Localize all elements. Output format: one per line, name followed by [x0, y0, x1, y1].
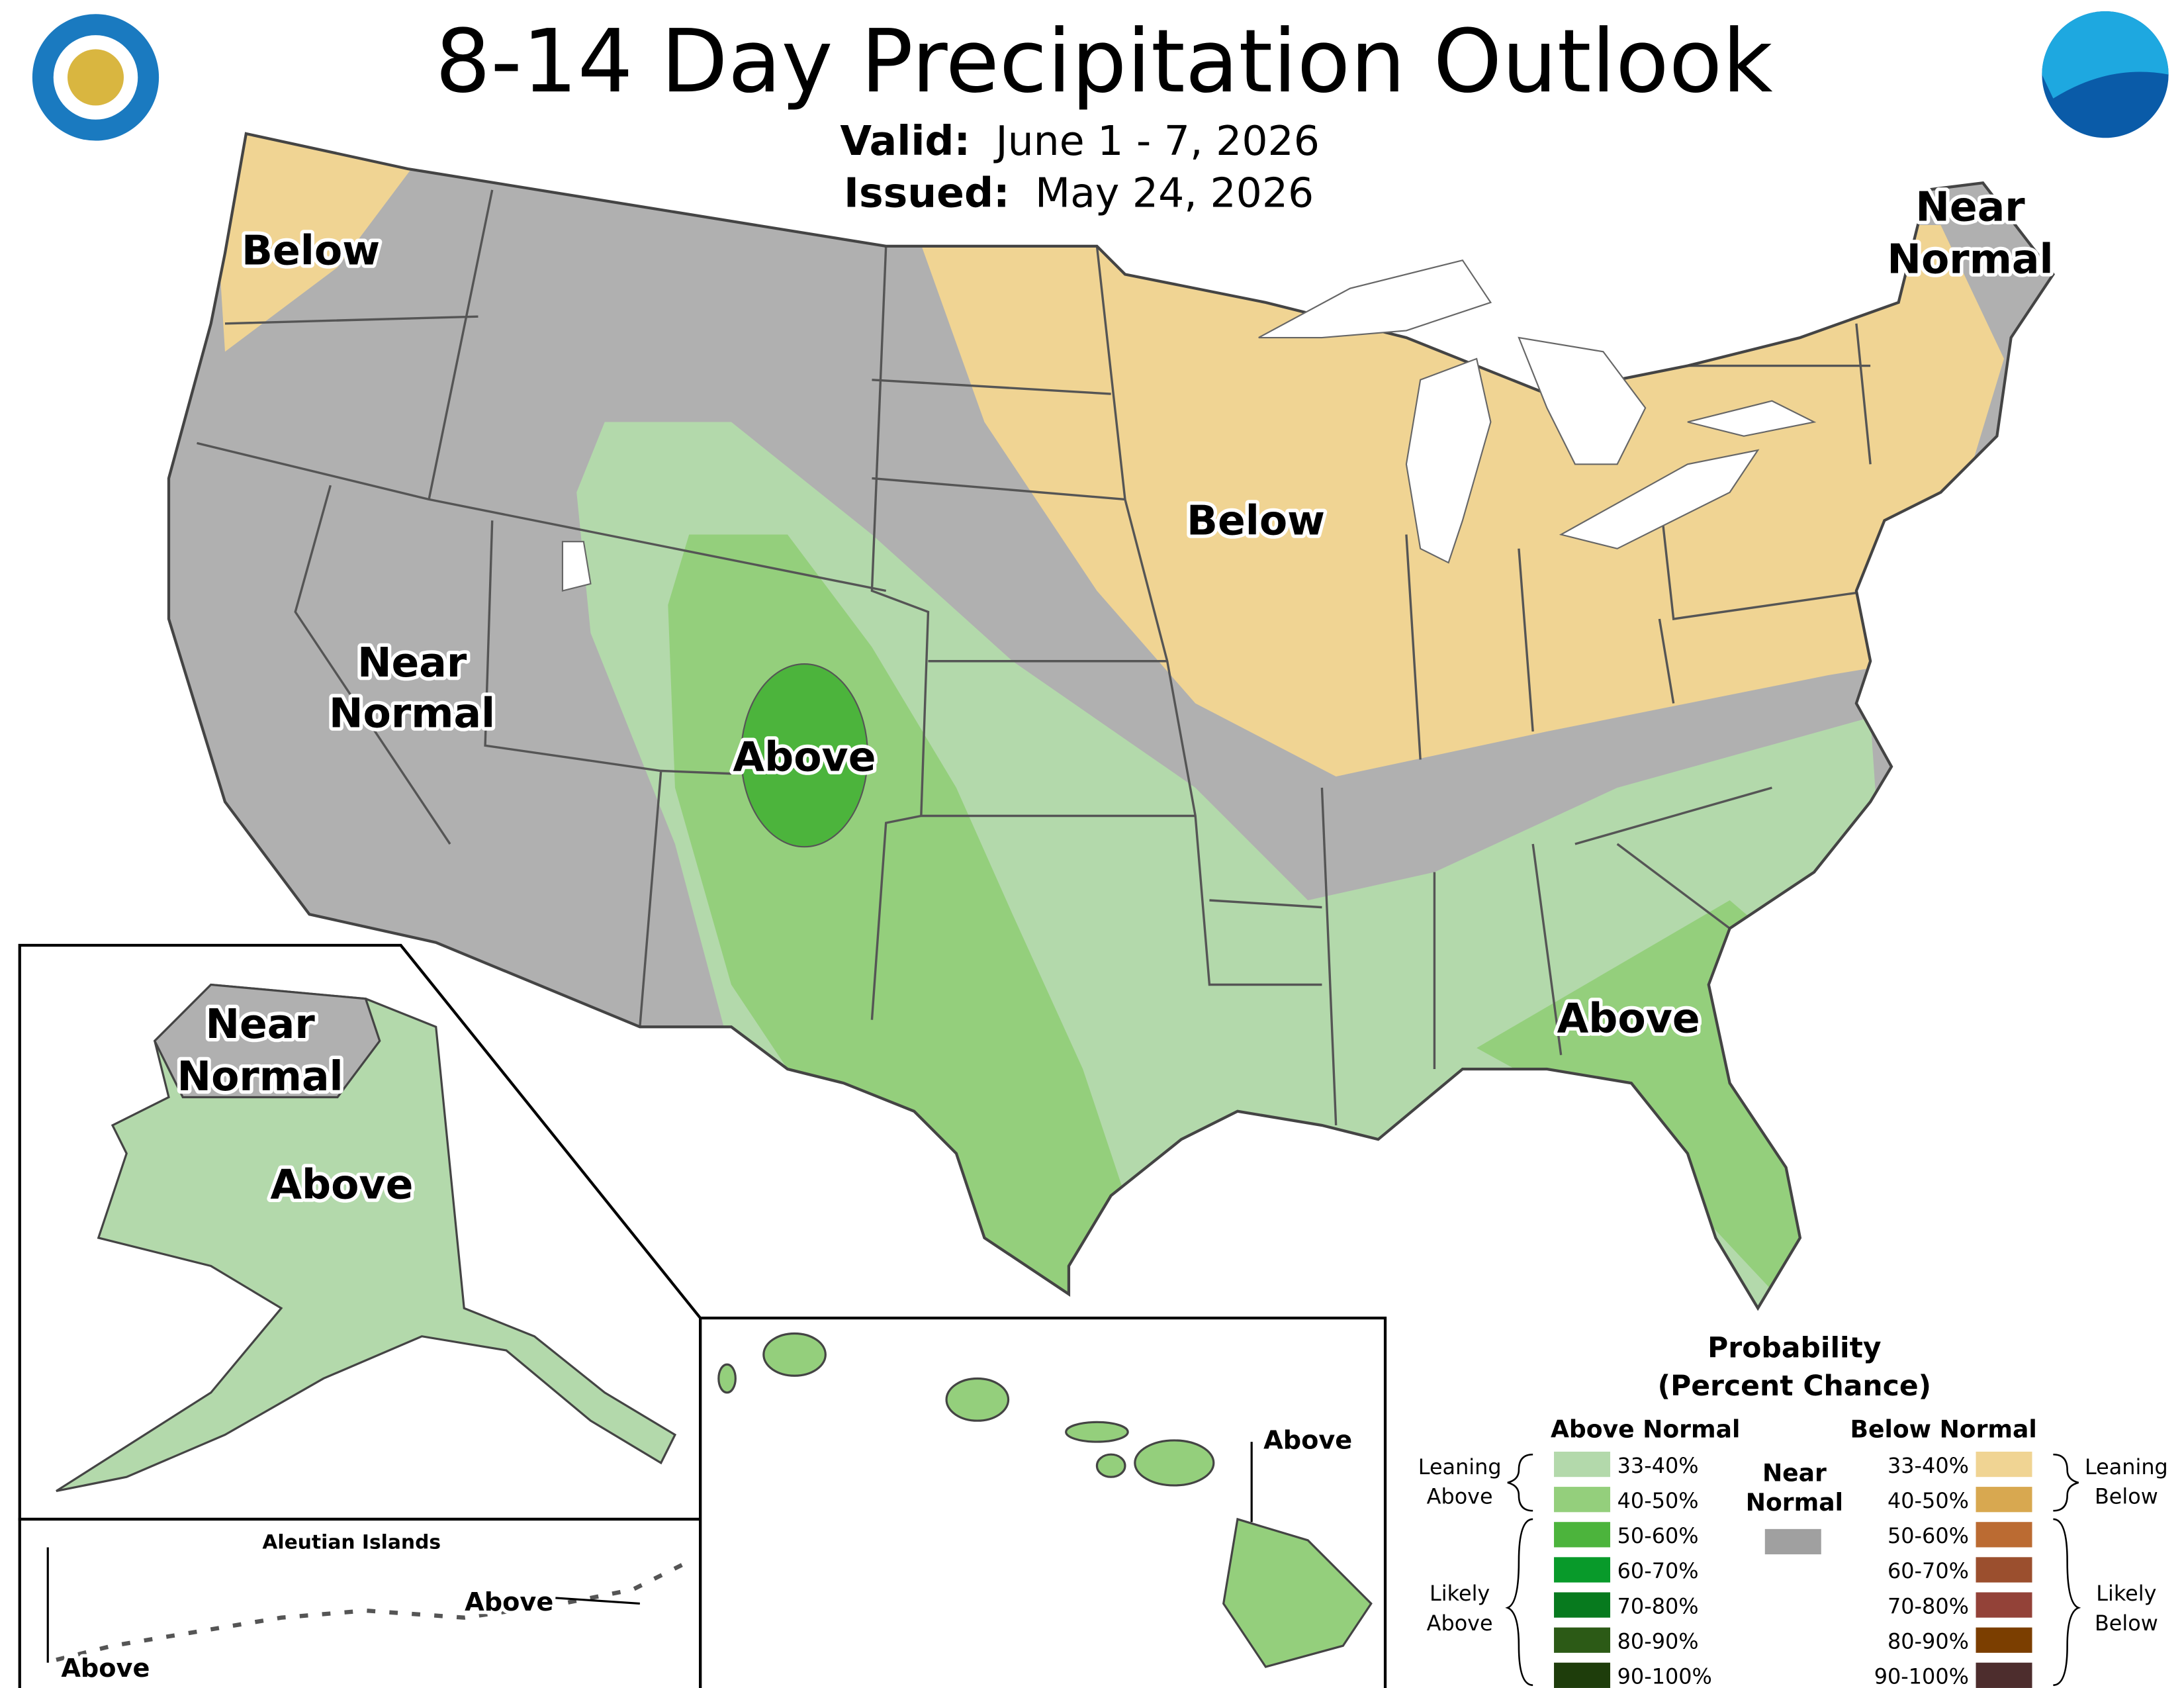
legend-label: 90-100% — [1617, 1664, 1712, 1688]
group-label: Below — [2095, 1484, 2158, 1509]
region-label: Below — [242, 227, 380, 275]
legend-swatch — [1976, 1451, 2032, 1477]
group-label: Likely — [1430, 1581, 1490, 1606]
alaska-inset — [18, 943, 702, 1688]
group-label: Above — [1427, 1484, 1493, 1509]
legend-swatch — [1554, 1557, 1611, 1583]
region-label: Above — [61, 1654, 150, 1683]
region-label: Below — [1187, 497, 1325, 545]
legend-swatch — [1554, 1487, 1611, 1513]
legend-label: 40-50% — [1888, 1488, 1969, 1513]
region-label: Above — [733, 733, 876, 781]
legend-swatch — [1554, 1627, 1611, 1653]
legend-swatch — [1976, 1627, 2032, 1653]
legend-swatch — [1554, 1522, 1611, 1548]
legend-title: Probability — [1707, 1333, 1881, 1365]
inset-title: Aleutian Islands — [262, 1531, 441, 1554]
legend-heading: Above Normal — [1551, 1415, 1740, 1444]
valid-date: June 1 - 7, 2026 — [993, 117, 1320, 165]
legend-heading: Near — [1762, 1459, 1827, 1487]
region-label: Normal — [1887, 235, 2053, 283]
issued-label: Issued: — [844, 169, 1010, 216]
legend-heading: Normal — [1746, 1488, 1843, 1517]
legend-swatch — [1976, 1662, 2032, 1688]
region-label: Above — [270, 1160, 413, 1208]
legend-label: 70-80% — [1617, 1593, 1699, 1618]
valid-label: Valid: — [840, 117, 970, 165]
issued-date: May 24, 2026 — [1035, 169, 1314, 216]
group-label: Leaning — [2085, 1454, 2168, 1479]
legend-label: 60-70% — [1888, 1558, 1969, 1583]
legend-swatch — [1554, 1662, 1611, 1688]
legend-title: (Percent Chance) — [1658, 1370, 1931, 1403]
legend-label: 50-60% — [1617, 1523, 1699, 1548]
legend-label: 60-70% — [1617, 1558, 1699, 1583]
conus-outline — [167, 132, 2055, 1311]
legend-label: 80-90% — [1617, 1628, 1699, 1654]
legend-label: 33-40% — [1888, 1453, 1969, 1478]
legend-swatch — [1976, 1557, 2032, 1583]
group-label: Below — [2095, 1611, 2158, 1636]
logos — [32, 11, 2169, 141]
legend-swatch — [1976, 1522, 2032, 1548]
hawaii-inset — [699, 1316, 1387, 1688]
legend-swatch — [1976, 1487, 2032, 1513]
region-label: Normal — [329, 690, 495, 737]
legend-swatch — [1764, 1528, 1821, 1555]
legend-label: 80-90% — [1888, 1628, 1969, 1654]
legend-swatch — [1976, 1592, 2032, 1618]
region-label: Above — [1557, 995, 1700, 1043]
legend-label: 40-50% — [1617, 1488, 1699, 1513]
region-label: Normal — [177, 1053, 343, 1100]
group-label: Leaning — [1418, 1454, 1502, 1479]
region-label: Above — [1263, 1427, 1352, 1456]
legend-swatch — [1554, 1451, 1611, 1477]
region-label: Near — [205, 1000, 315, 1048]
legend-swatch — [1554, 1592, 1611, 1618]
group-label: Above — [1427, 1611, 1493, 1636]
title: 8-14 Day Precipitation Outlook — [435, 11, 1773, 113]
legend: Probability (Percent Chance) Above Norma… — [1418, 1333, 2168, 1688]
legend-label: 70-80% — [1888, 1593, 1969, 1618]
group-label: Likely — [2096, 1581, 2156, 1606]
legend-label: 50-60% — [1888, 1523, 1969, 1548]
region-label: Near — [1915, 183, 2025, 231]
region-label: Near — [357, 639, 467, 686]
brackets — [1505, 1453, 2081, 1686]
legend-label: 33-40% — [1617, 1453, 1699, 1478]
legend-label: 90-100% — [1874, 1664, 1969, 1688]
great-lakes — [561, 259, 1817, 592]
region-label: Above — [465, 1588, 553, 1617]
legend-heading: Below Normal — [1850, 1415, 2036, 1444]
